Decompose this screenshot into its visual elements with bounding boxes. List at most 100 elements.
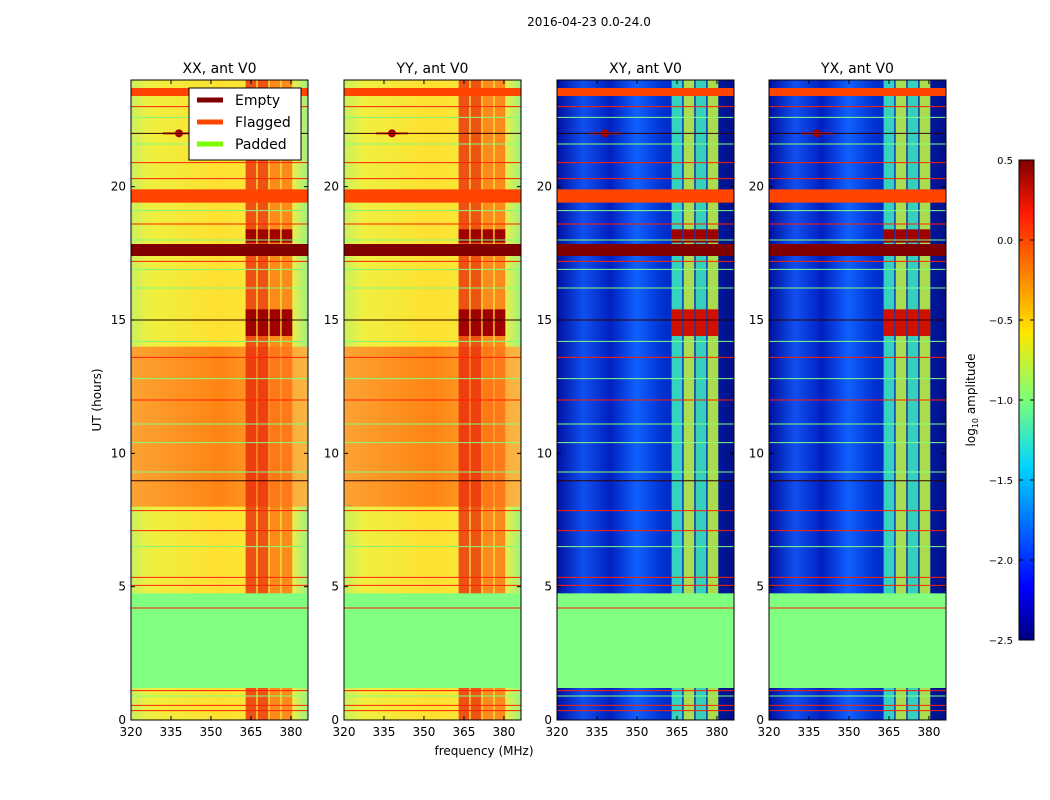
panel-title: YY, ant V0	[396, 61, 469, 77]
rfi-saturated-block	[257, 309, 269, 336]
colorbar-tick-label: 0.0	[997, 236, 1013, 247]
rfi-saturated-block	[671, 309, 683, 336]
rfi-saturated-block	[257, 229, 269, 243]
colorbar-label: log10 amplitude	[964, 354, 980, 447]
rfi-saturated-block	[281, 229, 293, 243]
x-tick-label: 380	[279, 725, 302, 739]
rfi-saturated-block	[895, 309, 907, 336]
x-tick-label: 335	[586, 725, 609, 739]
legend: Empty Flagged Padded	[188, 87, 302, 161]
axes-frame	[130, 79, 309, 721]
rfi-saturated-block	[269, 309, 281, 336]
panel-xy: XY, ant V0 320 335 350 365 380 0 5 10 15 20	[537, 61, 735, 739]
legend-label-empty: Empty	[235, 93, 280, 109]
x-tick-label: 380	[492, 725, 515, 739]
rfi-saturated-block	[907, 229, 919, 243]
x-tick-label: 320	[120, 725, 143, 739]
y-tick-label: 5	[544, 580, 552, 594]
legend-label-flagged: Flagged	[235, 115, 291, 131]
band-flagged	[557, 88, 734, 96]
band-empty	[131, 244, 308, 256]
colorbar-tick-label: 0.5	[997, 156, 1013, 167]
rfi-saturated-block	[671, 229, 683, 243]
colorbar-tick-label: −1.5	[989, 476, 1013, 487]
y-tick-label: 10	[111, 446, 126, 460]
panel-yx: YX, ant V0 320 335 350 365 380 0 5 10 15 20	[749, 61, 947, 739]
band-padded	[769, 593, 946, 688]
rfi-saturated-block	[683, 229, 695, 243]
band-flagged	[769, 88, 946, 96]
y-tick-label: 20	[324, 180, 339, 194]
panel-title: XY, ant V0	[609, 61, 682, 77]
rfi-saturated-block	[470, 229, 482, 243]
rfi-saturated-block	[883, 309, 895, 336]
colorbar-tick-label: −2.0	[989, 556, 1013, 567]
band-empty	[769, 244, 946, 256]
axes-frame	[343, 79, 522, 721]
y-tick-label: 0	[331, 713, 339, 727]
rfi-saturated-block	[245, 229, 257, 243]
x-tick-label: 365	[878, 725, 901, 739]
panel-xx: XX, ant V0 320 335 350 365 380 0 5 10 15 20 Empty Fl…	[111, 61, 309, 739]
x-tick-label: 380	[705, 725, 728, 739]
rfi-saturated-block	[919, 309, 931, 336]
y-tick-label: 10	[324, 446, 339, 460]
rfi-saturated-block	[281, 309, 293, 336]
y-tick-label: 0	[118, 713, 126, 727]
x-tick-label: 365	[453, 725, 476, 739]
x-tick-label: 365	[240, 725, 263, 739]
y-tick-label: 0	[756, 713, 764, 727]
band-empty	[557, 244, 734, 256]
y-tick-label: 5	[331, 580, 339, 594]
colorbar-tick-label: −1.0	[989, 396, 1013, 407]
band-flagged	[769, 189, 946, 203]
y-tick-label: 10	[749, 446, 764, 460]
x-tick-label: 335	[798, 725, 821, 739]
band-flagged	[344, 88, 521, 96]
band-flagged	[131, 189, 308, 203]
band-padded	[344, 593, 521, 688]
y-tick-label: 15	[537, 313, 552, 327]
rfi-saturated-block	[494, 309, 506, 336]
x-tick-label: 320	[546, 725, 569, 739]
y-tick-label: 0	[544, 713, 552, 727]
x-tick-label: 365	[666, 725, 689, 739]
rfi-saturated-block	[895, 229, 907, 243]
panel-yy: YY, ant V0 320 335 350 365 380 0 5 10 15 20	[324, 61, 522, 739]
y-tick-label: 15	[324, 313, 339, 327]
colorbar-tick-label: −0.5	[989, 316, 1013, 327]
rfi-saturated-block	[707, 309, 719, 336]
x-tick-label: 380	[917, 725, 940, 739]
band-empty	[344, 244, 521, 256]
axes-frame	[768, 79, 947, 721]
band-padded	[557, 593, 734, 688]
y-tick-label: 10	[537, 446, 552, 460]
rfi-saturated-block	[695, 309, 707, 336]
y-tick-label: 20	[111, 180, 126, 194]
rfi-saturated-block	[494, 229, 506, 243]
rfi-saturated-block	[695, 229, 707, 243]
y-tick-label: 15	[111, 313, 126, 327]
x-tick-label: 335	[160, 725, 183, 739]
high-amplitude-region	[344, 346, 521, 507]
x-axis-label: frequency (MHz)	[434, 744, 533, 758]
rfi-saturated-block	[245, 309, 257, 336]
y-tick-label: 5	[118, 580, 126, 594]
y-tick-label: 15	[749, 313, 764, 327]
rfi-saturated-block	[458, 229, 470, 243]
panel-title: YX, ant V0	[820, 61, 894, 77]
figure-title: 2016-04-23 0.0-24.0	[527, 15, 651, 29]
high-amplitude-region	[131, 346, 308, 507]
x-tick-label: 350	[838, 725, 861, 739]
band-flagged	[344, 189, 521, 203]
rfi-saturated-block	[707, 229, 719, 243]
y-axis-label: UT (hours)	[90, 368, 104, 431]
x-tick-label: 350	[626, 725, 649, 739]
y-tick-label: 20	[749, 180, 764, 194]
x-tick-label: 350	[413, 725, 436, 739]
rfi-saturated-block	[482, 229, 494, 243]
x-tick-label: 320	[333, 725, 356, 739]
rfi-saturated-block	[683, 309, 695, 336]
colorbar-tick-label: −2.5	[989, 636, 1013, 647]
